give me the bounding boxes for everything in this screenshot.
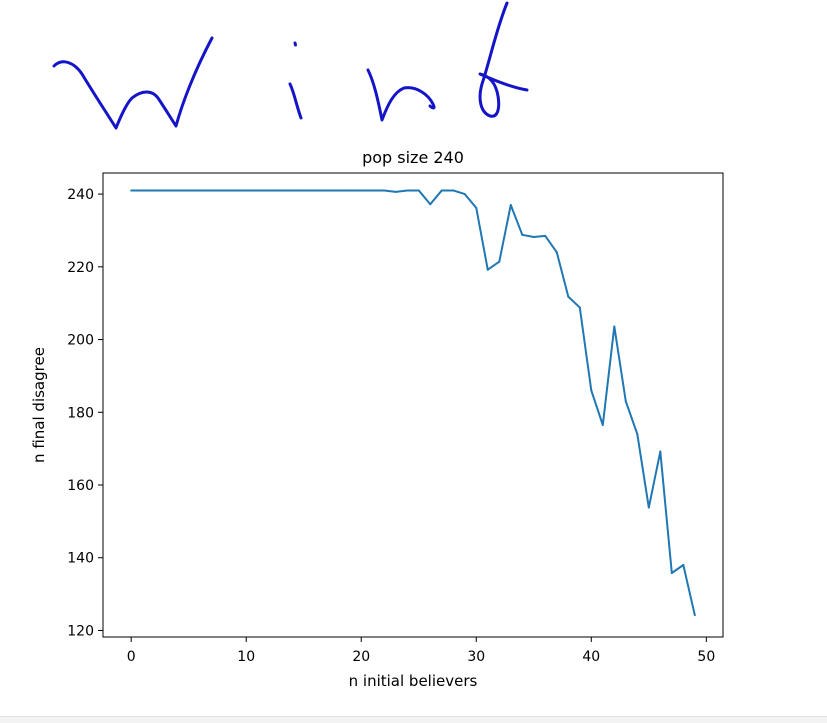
y-tick-label: 200 — [67, 333, 94, 349]
series-layer — [130, 189, 696, 617]
data-point — [475, 206, 478, 209]
data-point — [337, 189, 340, 192]
data-point — [348, 189, 351, 192]
x-tick-label: 50 — [697, 649, 715, 665]
data-point — [176, 189, 179, 192]
y-tick-label: 240 — [67, 187, 94, 203]
data-point — [670, 572, 673, 574]
x-axis: 0 10 20 30 40 50 — [127, 637, 715, 665]
data-point — [567, 295, 570, 298]
data-point — [245, 189, 248, 192]
data-point — [509, 204, 512, 206]
data-point — [130, 189, 133, 192]
data-point — [486, 268, 489, 271]
data-point — [360, 189, 363, 192]
data-point — [383, 189, 386, 192]
data-point — [682, 564, 685, 566]
data-point — [452, 189, 455, 192]
data-point — [210, 189, 213, 192]
y-axis: 120 140 160 180 200 220 240 — [67, 187, 103, 639]
data-point — [544, 234, 547, 237]
chart-title: pop size 240 — [362, 148, 464, 167]
y-tick-label: 180 — [67, 405, 94, 421]
data-point — [302, 189, 305, 192]
data-point — [693, 614, 696, 617]
data-point — [440, 189, 443, 192]
handwriting-letter-n — [366, 68, 436, 122]
series-line — [131, 189, 696, 616]
data-point — [613, 325, 616, 328]
x-axis-label: n initial believers — [349, 672, 478, 690]
y-tick-label: 160 — [67, 478, 94, 494]
data-point — [153, 189, 156, 192]
data-point — [624, 400, 627, 403]
data-point — [268, 189, 271, 192]
y-tick-label: 140 — [67, 551, 94, 567]
x-tick-label: 20 — [352, 649, 370, 665]
bottom-divider — [0, 716, 827, 723]
data-point — [325, 189, 328, 192]
y-tick-label: 220 — [67, 260, 94, 276]
data-point — [394, 190, 397, 193]
data-point — [222, 189, 225, 192]
data-point — [429, 203, 432, 206]
plot-area — [102, 172, 724, 638]
data-point — [279, 189, 282, 192]
handwriting-letter-i — [288, 82, 303, 120]
data-point — [233, 189, 236, 192]
data-point — [590, 389, 593, 392]
data-point — [498, 260, 501, 263]
data-point — [659, 450, 662, 453]
x-tick-label: 10 — [237, 649, 255, 665]
data-point — [555, 251, 558, 254]
data-point — [521, 233, 524, 236]
data-point — [636, 433, 639, 436]
data-point — [314, 189, 317, 192]
y-axis-label: n final disagree — [30, 347, 48, 463]
data-point — [647, 506, 650, 509]
data-point — [417, 189, 420, 192]
x-tick-label: 40 — [582, 649, 600, 665]
data-point — [601, 424, 604, 426]
y-tick-label: 120 — [67, 623, 94, 639]
data-point — [187, 189, 190, 192]
handwriting-letter-w — [52, 36, 214, 130]
data-point — [141, 189, 144, 192]
data-point — [291, 189, 294, 192]
data-point — [164, 189, 167, 192]
x-tick-label: 0 — [127, 649, 136, 665]
data-point — [578, 306, 581, 309]
data-point — [199, 189, 202, 192]
data-point — [406, 189, 409, 192]
handwriting-dot-i — [293, 41, 297, 47]
data-point — [463, 193, 466, 196]
data-point — [532, 236, 535, 238]
handwriting-letter-d — [478, 1, 529, 118]
handwritten-annotation — [52, 1, 529, 130]
data-point — [371, 189, 374, 192]
data-point — [256, 189, 259, 192]
x-tick-label: 30 — [467, 649, 485, 665]
